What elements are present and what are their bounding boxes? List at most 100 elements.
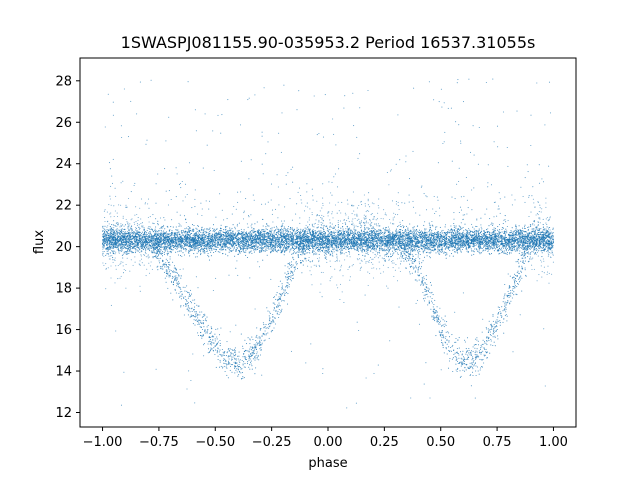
data-point xyxy=(263,250,265,252)
data-point xyxy=(457,245,459,247)
data-point xyxy=(314,240,316,242)
data-point xyxy=(183,231,185,233)
data-point xyxy=(157,232,159,234)
data-point xyxy=(362,240,364,242)
data-point xyxy=(196,248,198,250)
data-point xyxy=(120,246,122,248)
data-point xyxy=(381,243,383,245)
data-point xyxy=(401,241,404,243)
data-point xyxy=(152,241,154,243)
data-point xyxy=(361,244,363,246)
data-point xyxy=(148,245,150,247)
data-point xyxy=(296,243,298,245)
data-point xyxy=(506,230,508,232)
data-point xyxy=(116,232,118,234)
data-point xyxy=(447,241,449,244)
data-point xyxy=(367,227,369,229)
data-point xyxy=(228,231,230,233)
data-point xyxy=(182,229,184,231)
data-point xyxy=(476,242,479,244)
data-point xyxy=(121,250,123,252)
data-point xyxy=(195,248,197,250)
data-point xyxy=(143,247,146,249)
data-point xyxy=(420,240,422,242)
data-point xyxy=(439,241,441,243)
data-point xyxy=(263,235,265,237)
data-point xyxy=(220,249,222,251)
data-point xyxy=(552,232,554,234)
data-point xyxy=(281,231,283,233)
data-point xyxy=(336,253,338,255)
data-point xyxy=(291,227,293,229)
data-point xyxy=(536,234,538,236)
data-point xyxy=(194,249,196,252)
data-point xyxy=(176,241,178,243)
data-point xyxy=(386,234,388,237)
data-point xyxy=(490,253,493,255)
data-point xyxy=(137,230,139,232)
data-point xyxy=(390,256,392,258)
data-point xyxy=(506,247,508,250)
data-point xyxy=(369,243,371,245)
data-point xyxy=(253,237,255,239)
data-point xyxy=(112,251,114,253)
data-point xyxy=(415,248,417,250)
data-point xyxy=(223,229,225,231)
data-point xyxy=(381,244,383,247)
data-point xyxy=(172,226,174,228)
data-point xyxy=(171,230,173,232)
data-point xyxy=(441,230,443,232)
data-point xyxy=(460,251,462,253)
data-point xyxy=(315,247,317,249)
data-point xyxy=(206,228,208,230)
data-point xyxy=(130,251,132,253)
data-point xyxy=(242,245,244,247)
data-point xyxy=(514,225,517,227)
data-point xyxy=(309,228,311,230)
data-point xyxy=(123,251,125,253)
data-point xyxy=(157,220,159,222)
data-point xyxy=(293,251,295,253)
data-point xyxy=(251,229,253,232)
data-point xyxy=(260,243,262,245)
data-point xyxy=(124,224,127,226)
data-point xyxy=(330,235,332,237)
data-point xyxy=(444,248,446,250)
data-point xyxy=(227,236,229,238)
data-point xyxy=(504,234,506,236)
data-point xyxy=(105,242,107,244)
data-point xyxy=(523,231,525,233)
data-point xyxy=(449,255,451,257)
data-point xyxy=(209,230,211,233)
data-point xyxy=(379,242,381,244)
data-point xyxy=(442,245,444,247)
data-point xyxy=(542,231,544,233)
data-point xyxy=(488,231,490,233)
data-point xyxy=(461,240,463,242)
data-point xyxy=(294,231,296,233)
data-point xyxy=(143,227,145,229)
data-point xyxy=(377,233,380,235)
data-point xyxy=(163,237,166,239)
data-point xyxy=(391,247,393,249)
data-point xyxy=(473,228,475,230)
data-point xyxy=(239,237,241,239)
data-point xyxy=(533,228,535,230)
data-point xyxy=(216,228,218,230)
data-point xyxy=(403,226,405,228)
data-point xyxy=(264,233,266,235)
data-point xyxy=(474,230,476,232)
data-point xyxy=(283,247,285,249)
data-point xyxy=(282,225,284,227)
data-point xyxy=(217,240,219,242)
data-point xyxy=(437,239,439,241)
data-point xyxy=(373,248,375,250)
data-point xyxy=(521,231,523,234)
data-point xyxy=(368,235,370,237)
data-point xyxy=(360,249,362,251)
data-point xyxy=(330,238,332,240)
data-point xyxy=(444,254,447,256)
data-point xyxy=(116,236,118,238)
data-point xyxy=(240,245,242,247)
data-point xyxy=(544,241,546,243)
